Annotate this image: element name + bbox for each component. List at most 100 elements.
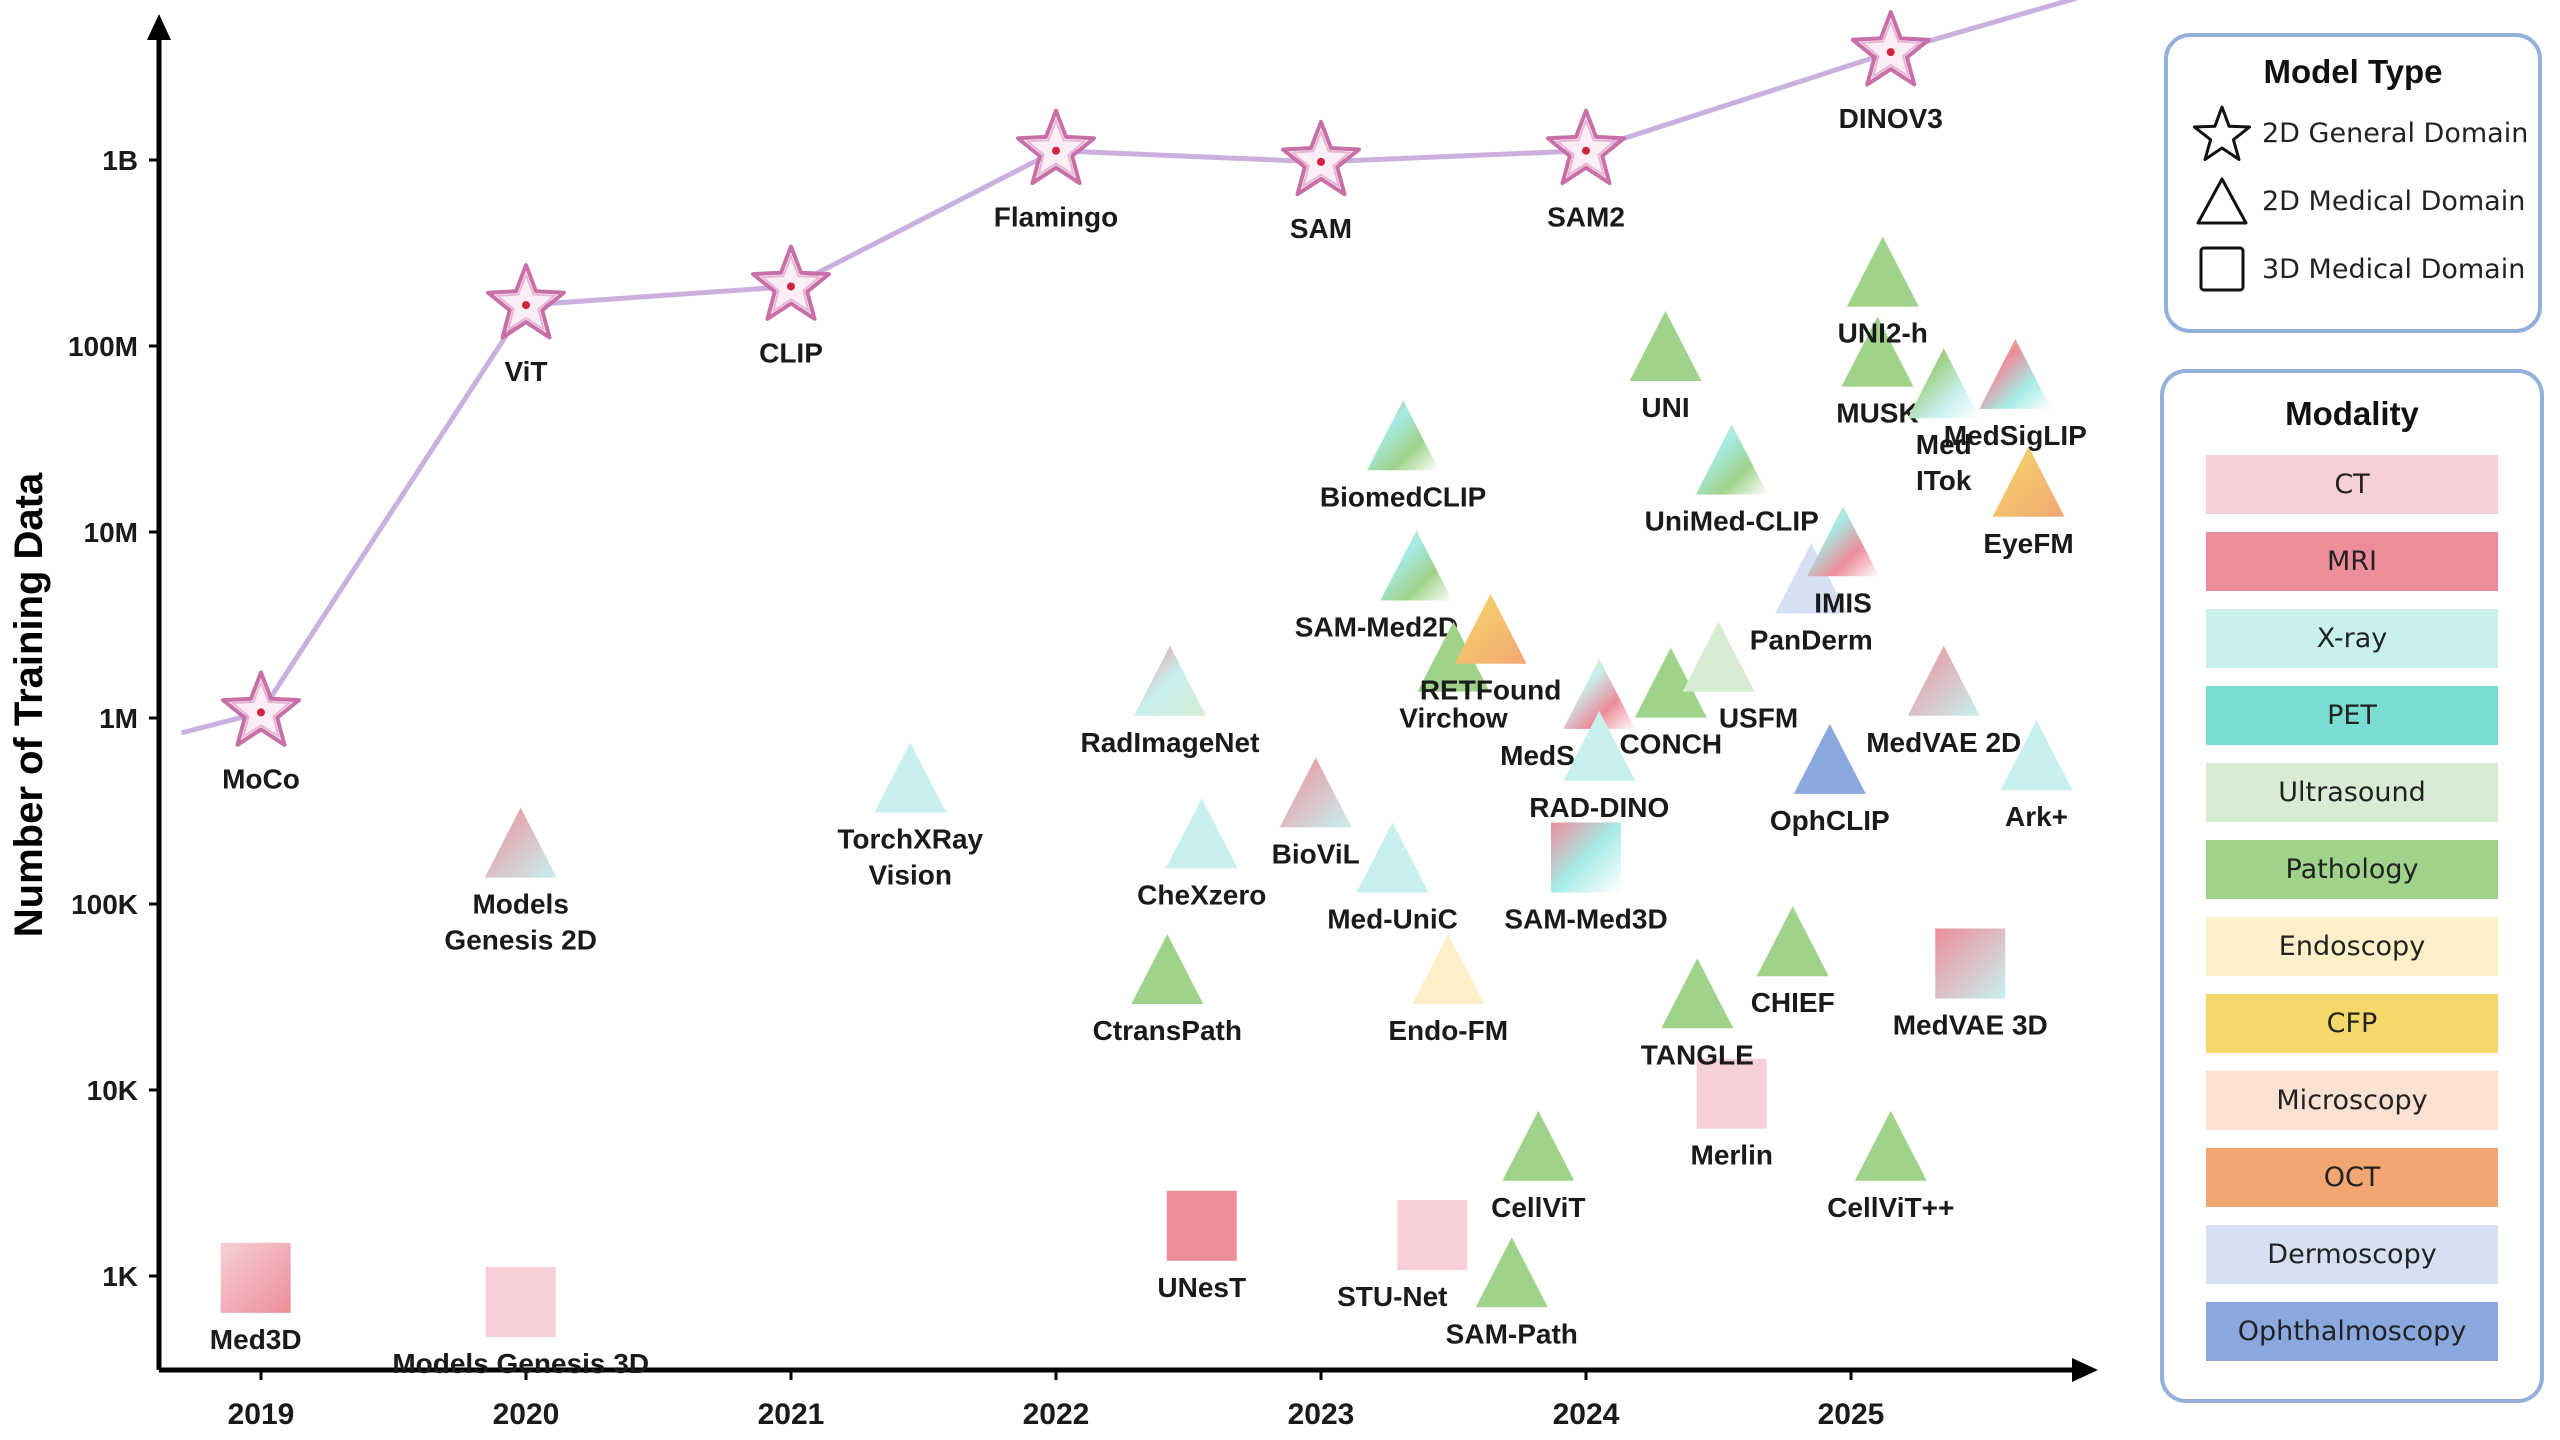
model-label: MoCo (222, 763, 300, 794)
model-label: Virchow (1399, 703, 1508, 734)
model-models-genesis-2d: Models Genesis 2D (444, 807, 597, 956)
triangle-marker (1502, 1110, 1575, 1181)
modality-swatch-ct: CT (2206, 455, 2498, 514)
modality-label: CFP (2326, 1008, 2378, 1039)
model-merlin: Merlin (1691, 1058, 1773, 1171)
triangle-marker (2000, 720, 2073, 791)
model-med3d: Med3D (210, 1242, 302, 1355)
model-conch: CONCH (1619, 647, 1722, 760)
model-usfm: USFM (1682, 621, 1798, 734)
model-label: MedVAE 2D (1866, 727, 2021, 758)
model-stu-net: STU-Net (1337, 1200, 1468, 1312)
model-label: BioViL (1272, 838, 1360, 869)
star-marker-dot (787, 282, 795, 291)
trend-polyline (180, 0, 2077, 736)
axes: 2019 2020 2021 2022 2023 2024 2025 1K 10K 100K 1M 1… (68, 14, 2098, 1431)
triangle-marker (1682, 621, 1755, 692)
model-rad-dino: RAD-DINO (1529, 710, 1669, 823)
modality-label: CT (2334, 469, 2370, 500)
triangle-marker (1629, 311, 1702, 381)
model-label: Merlin (1691, 1140, 1773, 1171)
model-label: STU-Net (1337, 1281, 1447, 1312)
star-marker-dot (1317, 157, 1325, 166)
model-type-label: 3D Medical Domain (2262, 253, 2526, 285)
square-marker (1397, 1200, 1468, 1271)
triangle-marker (1775, 543, 1848, 614)
model-ctranspath: CtransPath (1093, 934, 1242, 1046)
x-tick-label: 2022 (1023, 1398, 1090, 1431)
model-sam: SAM (1281, 119, 1361, 244)
modality-swatch-endoscopy: Endoscopy (2206, 917, 2498, 976)
model-endo-fm: Endo-FM (1388, 934, 1508, 1046)
model-label: UniMed-CLIP (1645, 505, 1819, 536)
model-flamingo: Flamingo (994, 108, 1118, 233)
model-label: CHIEF (1751, 987, 1835, 1018)
model-label: CONCH (1619, 729, 1722, 760)
model-label: USFM (1719, 703, 1798, 734)
star-marker (486, 263, 566, 340)
triangle-marker (1756, 906, 1829, 977)
model-cellvit: CellViT (1491, 1110, 1586, 1223)
model-label: EyeFM (1983, 528, 2073, 559)
model-label: Flamingo (994, 202, 1118, 233)
triangle-marker (1907, 348, 1980, 419)
triangle-marker (1417, 621, 1490, 692)
model-medsiglip: MedSigLIP (1944, 338, 2087, 451)
model-label: MUSK (1836, 398, 1918, 429)
model-med-itok: Med ITok (1907, 348, 1980, 496)
triangle-marker (1992, 446, 2065, 517)
model-chief: CHIEF (1751, 906, 1835, 1018)
star-marker-dot (522, 301, 530, 310)
model-label: CLIP (759, 337, 823, 368)
modality-label: OCT (2323, 1162, 2381, 1193)
model-unest: UNesT (1157, 1190, 1246, 1303)
triangle-marker (1661, 958, 1734, 1029)
modality-swatch-dermoscopy: Dermoscopy (2206, 1225, 2498, 1284)
modality-swatch-pathology: Pathology (2206, 840, 2498, 899)
star-marker (1281, 119, 1361, 197)
modality-swatch-pet: PET (2206, 686, 2498, 745)
modality-label: PET (2327, 700, 2377, 731)
model-panderm: PanDerm (1750, 543, 1873, 656)
model-label: MedVAE 3D (1893, 1010, 2048, 1041)
square-marker (1935, 928, 2006, 999)
y-axis-title: Number of Training Data (7, 472, 51, 937)
model-biomedclip: BiomedCLIP (1320, 400, 1486, 512)
x-tick-label: 2023 (1288, 1398, 1355, 1431)
model-label: CellViT (1491, 1192, 1585, 1223)
triangle-marker (1380, 530, 1453, 601)
model-moco: MoCo (221, 670, 301, 794)
x-axis-arrow (2072, 1358, 2098, 1382)
modality-swatch-microscopy: Microscopy (2206, 1071, 2498, 1130)
model-label: ViT (504, 356, 547, 387)
model-label: SAM-Med2D (1295, 611, 1458, 642)
model-imis: IMIS (1807, 506, 1880, 618)
modality-label: MRI (2326, 546, 2378, 577)
triangle-marker (874, 742, 947, 813)
model-label: BiomedCLIP (1320, 481, 1486, 512)
model-label: RETFound (1420, 675, 1562, 706)
y-tick-label: 1M (99, 703, 138, 734)
x-tick-label: 2019 (228, 1398, 295, 1431)
model-label: CheXzero (1137, 879, 1266, 910)
modality-label: Microscopy (2276, 1085, 2428, 1116)
model-label: Models Genesis 3D (392, 1348, 649, 1379)
y-tick-label: 1K (102, 1261, 138, 1292)
model-sam2: SAM2 (1546, 108, 1626, 233)
triangle-marker (1841, 316, 1914, 387)
triangle-icon (2190, 169, 2254, 233)
x-tick-label: 2020 (493, 1398, 560, 1431)
triangle-marker (484, 807, 557, 878)
star-marker-dot (1886, 48, 1895, 57)
modality-legend: Modality CT MRI X-ray PET Ultrasound Patholog… (2160, 369, 2544, 1403)
model-type-legend: Model Type 2D General Domain 2D Medical D… (2164, 33, 2542, 333)
triangle-marker (1695, 424, 1768, 495)
general-domain-trend-line (180, 0, 2077, 736)
model-clip: CLIP (751, 244, 831, 368)
triangle-marker (1563, 658, 1636, 729)
model-type-row: 2D Medical Domain (2190, 167, 2538, 235)
model-med-unic: Med-UniC (1327, 822, 1458, 935)
model-label: MedSigLIP (1944, 420, 2087, 451)
star-marker-dot (1052, 146, 1060, 155)
